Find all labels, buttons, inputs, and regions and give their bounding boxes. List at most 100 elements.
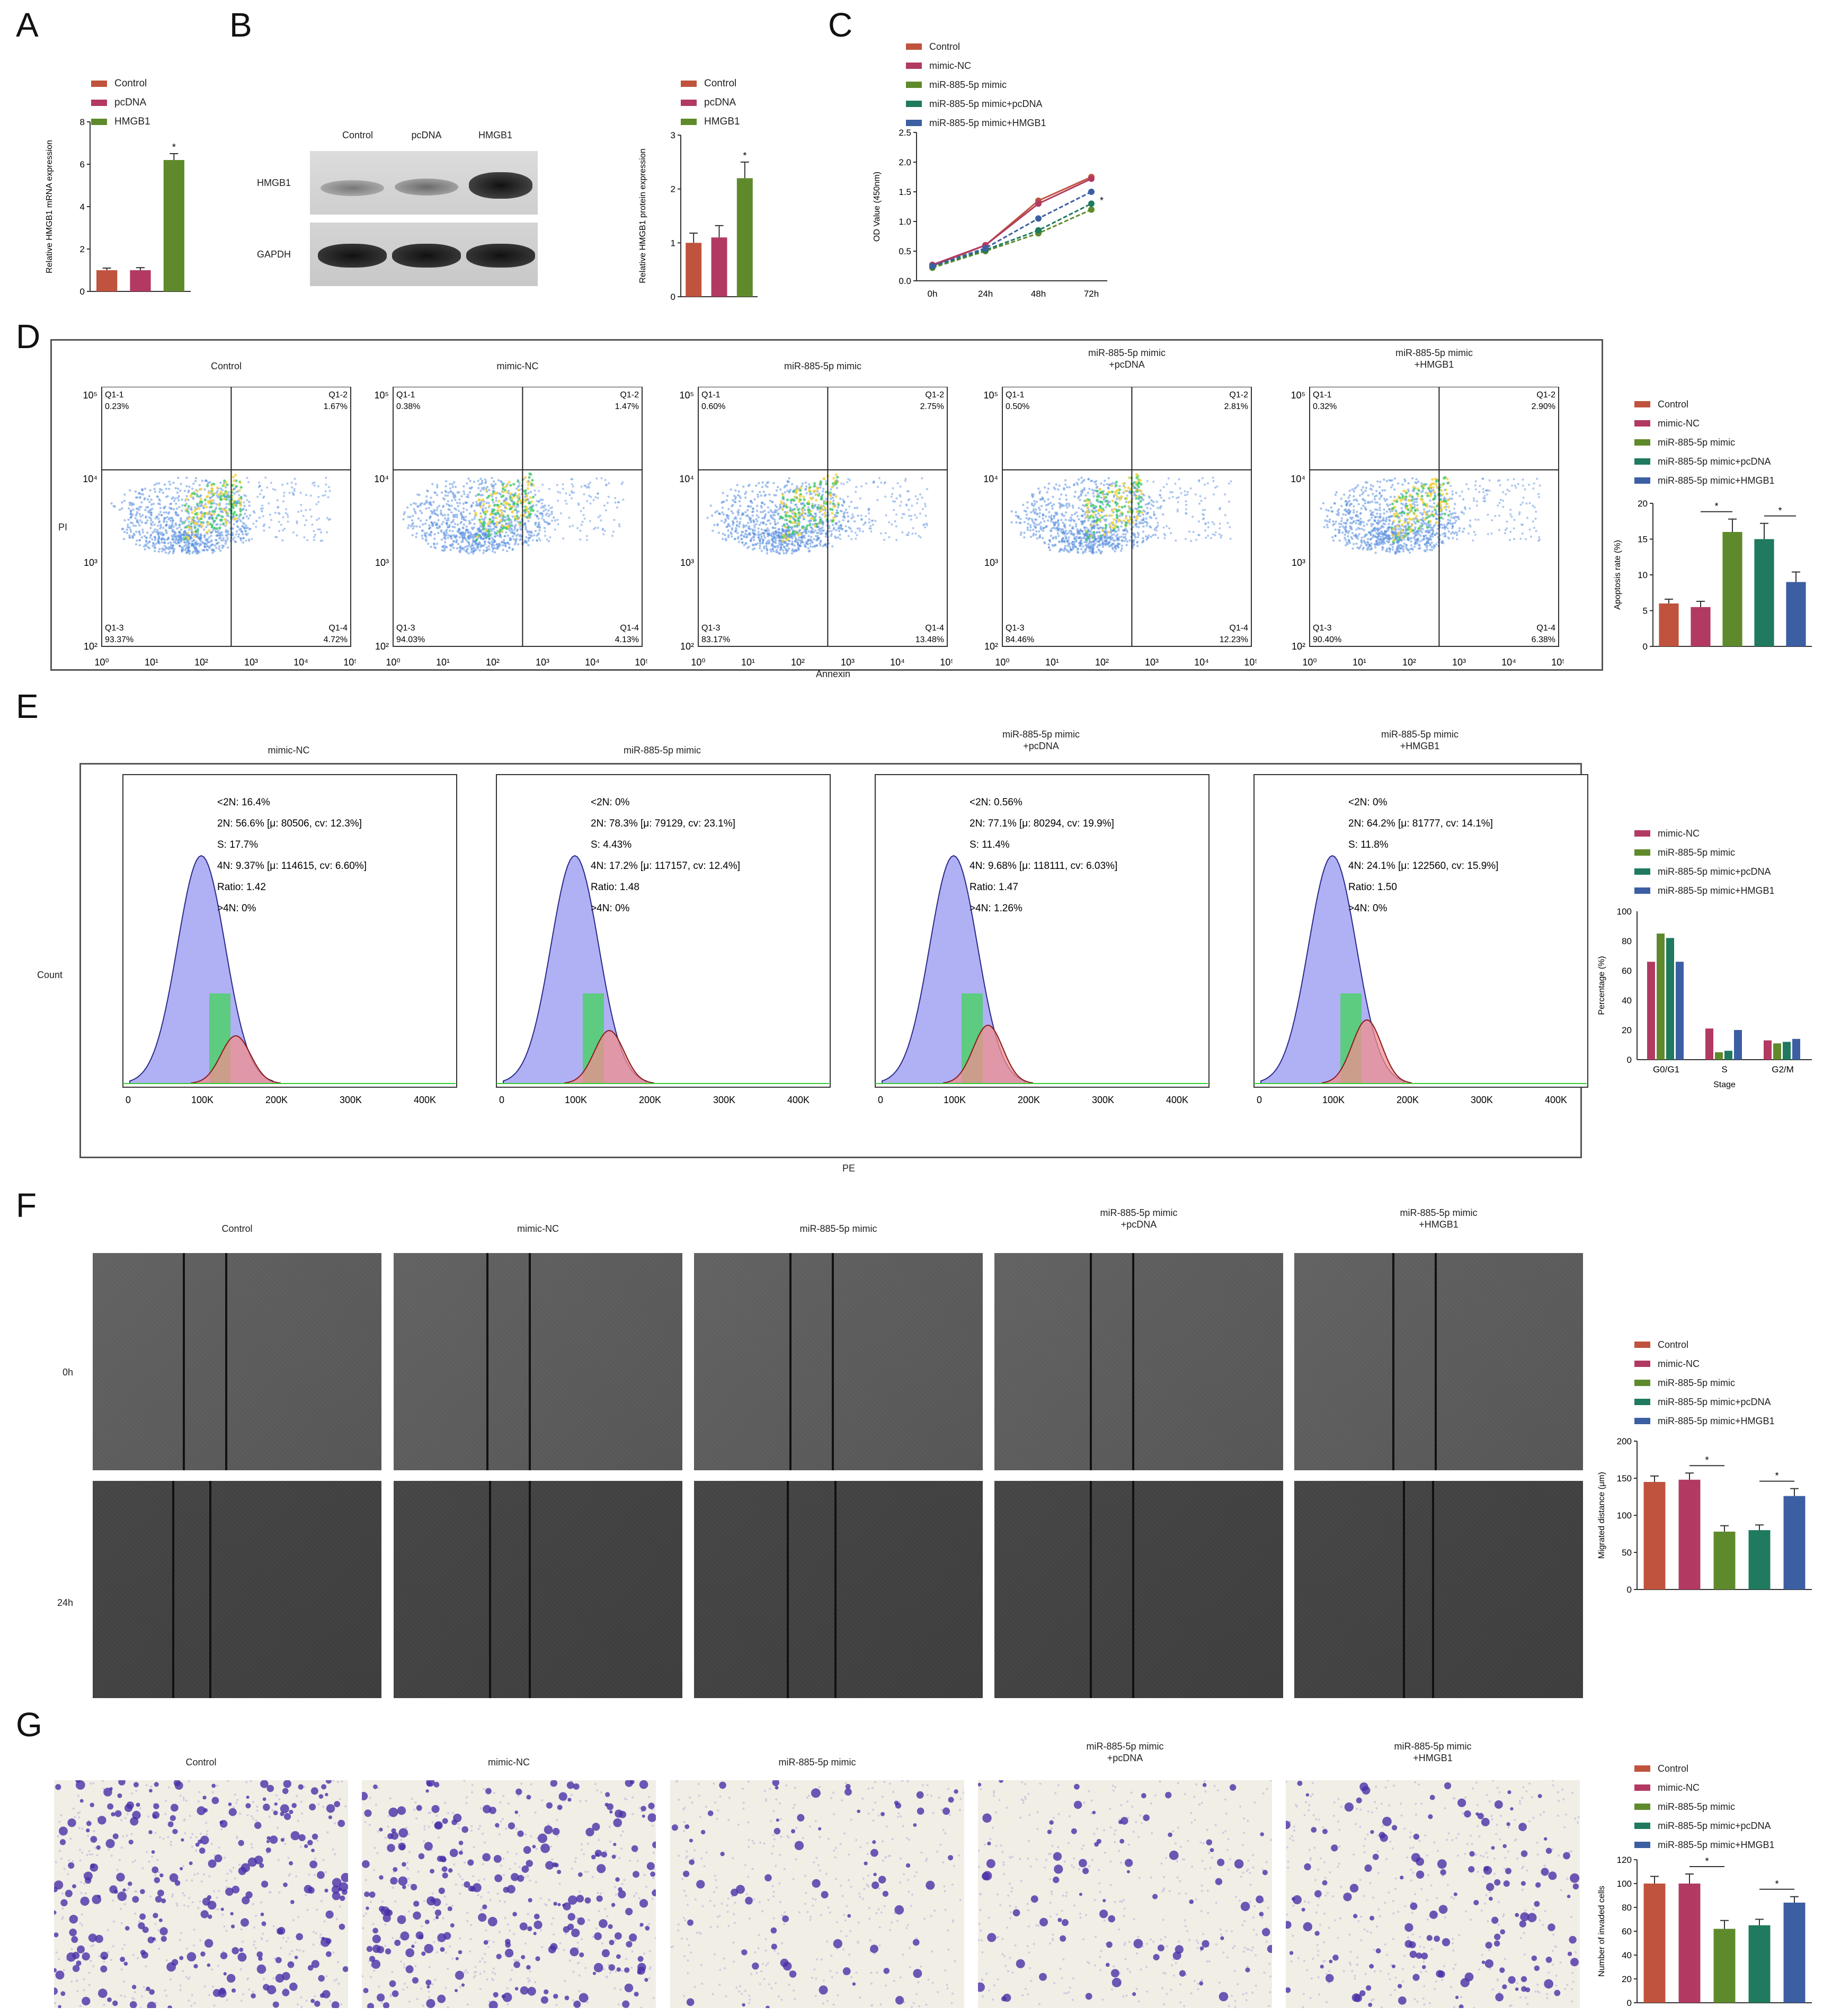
event-dot-dense xyxy=(200,517,203,520)
event-dot xyxy=(816,490,819,493)
event-dot xyxy=(527,520,530,522)
event-dot xyxy=(198,484,201,486)
quadrant-name: Q1-4 xyxy=(925,624,944,633)
event-dot xyxy=(482,544,485,547)
event-dot xyxy=(237,526,239,529)
event-dot xyxy=(442,521,444,523)
event-dot xyxy=(908,531,910,534)
event-dot xyxy=(556,484,558,486)
event-dot xyxy=(923,523,926,526)
event-dot xyxy=(784,547,787,550)
event-dot xyxy=(1039,521,1042,524)
event-dot xyxy=(536,525,539,528)
event-dot xyxy=(168,550,171,553)
event-dot xyxy=(506,534,510,537)
event-dot xyxy=(821,529,824,532)
event-dot xyxy=(485,549,488,552)
event-dot xyxy=(1041,537,1044,539)
event-dot xyxy=(148,501,151,503)
event-dot xyxy=(777,486,779,489)
event-dot xyxy=(313,481,316,484)
event-dot xyxy=(888,521,891,523)
event-dot xyxy=(242,521,244,524)
event-dot xyxy=(245,495,247,498)
event-dot xyxy=(794,503,797,507)
event-dot xyxy=(132,524,135,527)
event-dot xyxy=(123,519,126,522)
event-dot xyxy=(440,512,442,514)
event-dot xyxy=(905,504,908,507)
event-dot xyxy=(1110,545,1113,547)
event-dot-dense xyxy=(218,526,221,529)
event-dot xyxy=(884,481,887,484)
event-dot xyxy=(536,510,539,513)
event-dot xyxy=(141,531,145,534)
event-dot-dense xyxy=(1086,530,1089,534)
event-dot xyxy=(270,519,272,521)
event-dot-dense xyxy=(832,477,835,480)
event-dot-dense xyxy=(207,500,210,503)
event-dot-dense xyxy=(198,507,201,510)
event-dot xyxy=(260,508,262,510)
event-dot xyxy=(748,533,751,536)
event-dot xyxy=(764,484,767,487)
event-dot xyxy=(706,517,709,519)
event-dot-dense xyxy=(1111,499,1114,502)
event-dot xyxy=(470,535,473,538)
event-dot-dense xyxy=(206,512,209,515)
event-dot xyxy=(1015,511,1017,513)
event-dot xyxy=(1097,512,1100,515)
event-dot xyxy=(572,485,574,488)
event-dot xyxy=(1214,534,1216,536)
event-dot-dense xyxy=(795,491,798,494)
event-dot xyxy=(883,538,885,541)
event-dot xyxy=(246,526,249,529)
event-dot xyxy=(1052,537,1054,540)
event-dot xyxy=(141,493,144,496)
event-dot xyxy=(158,487,162,491)
event-dot xyxy=(732,523,734,526)
event-dot xyxy=(1038,512,1041,514)
event-dot xyxy=(429,532,431,536)
event-dot xyxy=(921,477,923,479)
event-dot xyxy=(1029,535,1033,538)
event-dot xyxy=(753,498,756,501)
bar xyxy=(96,270,118,291)
event-dot xyxy=(893,509,895,511)
event-dot xyxy=(810,492,813,495)
event-dot xyxy=(1113,495,1116,499)
event-dot xyxy=(158,547,161,550)
event-dot xyxy=(534,493,537,496)
event-dot xyxy=(524,526,527,529)
event-dot xyxy=(1069,546,1071,548)
event-dot-dense xyxy=(781,496,785,499)
event-dot xyxy=(527,498,529,500)
event-dot xyxy=(158,503,161,505)
event-dot xyxy=(723,521,726,524)
event-dot xyxy=(452,519,455,521)
event-dot xyxy=(425,495,428,498)
event-dot xyxy=(208,541,210,544)
event-dot xyxy=(722,492,724,494)
event-dot xyxy=(807,530,810,533)
event-dot xyxy=(154,528,157,531)
event-dot xyxy=(466,545,468,548)
event-dot xyxy=(1122,491,1125,494)
event-dot xyxy=(157,524,159,527)
event-dot xyxy=(163,519,166,522)
event-dot xyxy=(755,514,758,517)
event-dot-dense xyxy=(517,489,520,492)
event-dot xyxy=(763,545,766,548)
event-dot xyxy=(280,523,282,526)
event-dot xyxy=(290,481,293,484)
event-dot xyxy=(730,531,732,534)
event-dot xyxy=(774,527,777,529)
event-dot xyxy=(162,527,165,529)
plot-frame xyxy=(698,387,948,647)
event-dot xyxy=(215,530,217,533)
event-dot xyxy=(166,495,169,498)
event-dot xyxy=(423,534,426,537)
event-dot xyxy=(739,521,742,523)
event-dot-dense xyxy=(219,497,222,500)
event-dot xyxy=(527,479,530,482)
